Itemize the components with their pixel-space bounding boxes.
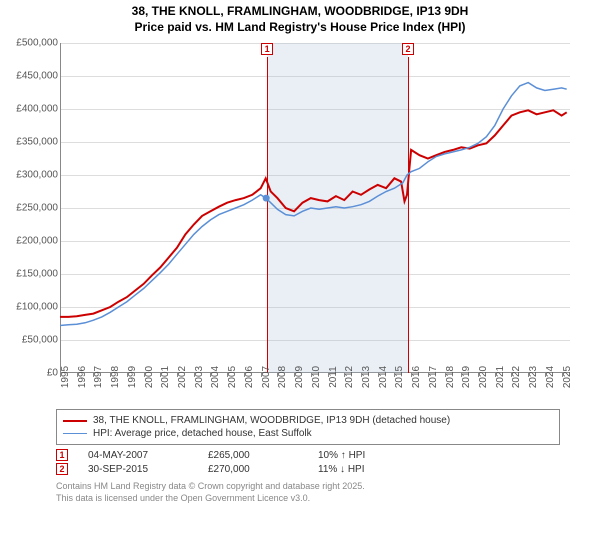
x-tick-label: 2020 — [478, 366, 489, 388]
x-tick-label: 1996 — [77, 366, 88, 388]
legend: 38, THE KNOLL, FRAMLINGHAM, WOODBRIDGE, … — [56, 409, 560, 445]
y-tick-label: £300,000 — [8, 170, 58, 181]
event-date: 30-SEP-2015 — [88, 464, 188, 475]
y-tick-label: £400,000 — [8, 104, 58, 115]
x-tick-label: 2025 — [562, 366, 573, 388]
x-tick-label: 2002 — [177, 366, 188, 388]
event-date: 04-MAY-2007 — [88, 450, 188, 461]
chart-area: 12 £0£50,000£100,000£150,000£200,000£250… — [10, 43, 590, 403]
legend-item: 38, THE KNOLL, FRAMLINGHAM, WOODBRIDGE, … — [63, 414, 553, 427]
y-tick-label: £250,000 — [8, 203, 58, 214]
x-tick-label: 2011 — [328, 366, 339, 388]
line-series-svg — [60, 43, 570, 373]
y-tick-label: £350,000 — [8, 137, 58, 148]
chart-title-block: 38, THE KNOLL, FRAMLINGHAM, WOODBRIDGE, … — [0, 0, 600, 37]
y-tick-label: £150,000 — [8, 269, 58, 280]
x-tick-label: 2022 — [511, 366, 522, 388]
y-tick-label: £200,000 — [8, 236, 58, 247]
x-tick-label: 2023 — [528, 366, 539, 388]
y-tick-label: £0 — [8, 368, 58, 379]
y-tick-label: £450,000 — [8, 71, 58, 82]
legend-swatch — [63, 433, 87, 435]
x-tick-label: 2018 — [445, 366, 456, 388]
sale-event-row: 2 30-SEP-2015 £270,000 11% ↓ HPI — [56, 463, 600, 475]
x-tick-label: 2009 — [294, 366, 305, 388]
x-tick-label: 2008 — [277, 366, 288, 388]
event-marker-badge: 2 — [56, 463, 68, 475]
x-tick-label: 2000 — [144, 366, 155, 388]
x-tick-label: 2014 — [378, 366, 389, 388]
x-tick-label: 2013 — [361, 366, 372, 388]
x-tick-label: 1997 — [93, 366, 104, 388]
x-tick-label: 1998 — [110, 366, 121, 388]
legend-swatch — [63, 420, 87, 422]
event-price: £265,000 — [208, 450, 298, 461]
footer-line1: Contains HM Land Registry data © Crown c… — [56, 481, 600, 493]
y-tick-label: £100,000 — [8, 302, 58, 313]
event-price: £270,000 — [208, 464, 298, 475]
legend-label: 38, THE KNOLL, FRAMLINGHAM, WOODBRIDGE, … — [93, 415, 450, 426]
event-delta: 11% ↓ HPI — [318, 464, 365, 475]
legend-item: HPI: Average price, detached house, East… — [63, 427, 553, 440]
y-tick-label: £500,000 — [8, 38, 58, 49]
x-tick-label: 2005 — [227, 366, 238, 388]
sale-marker-dot — [263, 195, 270, 202]
x-tick-label: 2003 — [194, 366, 205, 388]
x-tick-label: 2019 — [461, 366, 472, 388]
x-tick-label: 1999 — [127, 366, 138, 388]
title-line2: Price paid vs. HM Land Registry's House … — [0, 20, 600, 36]
event-marker-badge: 1 — [56, 449, 68, 461]
x-tick-label: 2012 — [344, 366, 355, 388]
series-price_paid — [60, 110, 567, 317]
x-tick-label: 2016 — [411, 366, 422, 388]
sale-event-row: 1 04-MAY-2007 £265,000 10% ↑ HPI — [56, 449, 600, 461]
x-tick-label: 2017 — [428, 366, 439, 388]
x-tick-label: 2024 — [545, 366, 556, 388]
attribution-footer: Contains HM Land Registry data © Crown c… — [56, 481, 600, 504]
x-tick-label: 2021 — [495, 366, 506, 388]
x-tick-label: 2015 — [394, 366, 405, 388]
x-tick-label: 2004 — [210, 366, 221, 388]
x-tick-label: 2001 — [160, 366, 171, 388]
y-tick-label: £50,000 — [8, 335, 58, 346]
x-tick-label: 1995 — [60, 366, 71, 388]
event-delta: 10% ↑ HPI — [318, 450, 365, 461]
x-tick-label: 2010 — [311, 366, 322, 388]
title-line1: 38, THE KNOLL, FRAMLINGHAM, WOODBRIDGE, … — [0, 4, 600, 20]
legend-label: HPI: Average price, detached house, East… — [93, 428, 312, 439]
x-tick-label: 2006 — [244, 366, 255, 388]
footer-line2: This data is licensed under the Open Gov… — [56, 493, 600, 505]
x-tick-label: 2007 — [261, 366, 272, 388]
